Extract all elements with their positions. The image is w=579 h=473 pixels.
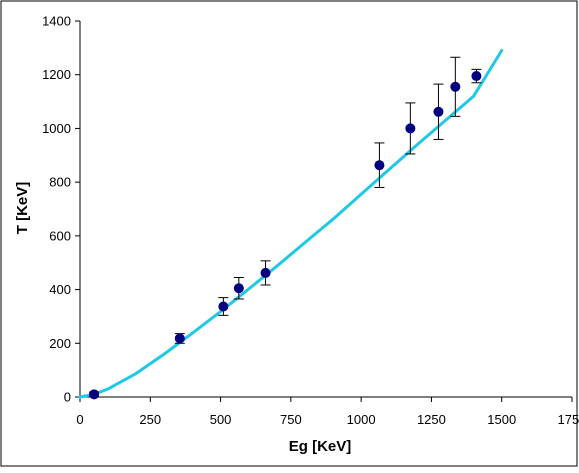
x-tick-label: 250 <box>139 412 161 427</box>
x-tick-label: 1000 <box>347 412 376 427</box>
y-tick-label: 600 <box>49 228 71 243</box>
fit-line-layer <box>78 49 504 399</box>
y-tick-label: 1000 <box>42 121 71 136</box>
data-point <box>89 389 100 400</box>
y-tick-label: 800 <box>49 175 71 190</box>
data-point <box>471 71 482 82</box>
y-tick-label: 0 <box>64 390 71 405</box>
fit-line <box>78 49 504 399</box>
x-tick-label: 750 <box>280 412 302 427</box>
data-point <box>174 333 185 344</box>
axes: 0 200 400 600 800 1000 1200 1400 0 250 500 750 1000 1… <box>42 14 579 428</box>
x-tick-label: 1250 <box>417 412 446 427</box>
y-tick-label: 1400 <box>42 14 71 29</box>
x-axis-title: Eg [KeV] <box>289 438 352 455</box>
x-tick-label: 1750 <box>558 412 579 427</box>
data-point <box>260 267 271 278</box>
data-point <box>433 106 444 117</box>
x-tick-label: 0 <box>76 412 83 427</box>
y-tick-label: 200 <box>49 336 71 351</box>
data-points-layer <box>89 56 482 400</box>
data-point <box>450 81 461 92</box>
data-point <box>218 301 229 312</box>
x-tick-label: 500 <box>210 412 232 427</box>
data-point <box>374 160 385 171</box>
y-tick-label: 1200 <box>42 67 71 82</box>
y-axis-title: T [KeV] <box>14 182 31 235</box>
data-point <box>405 123 416 134</box>
data-point <box>233 283 244 294</box>
y-tick-label: 400 <box>49 282 71 297</box>
x-tick-label: 1500 <box>487 412 516 427</box>
